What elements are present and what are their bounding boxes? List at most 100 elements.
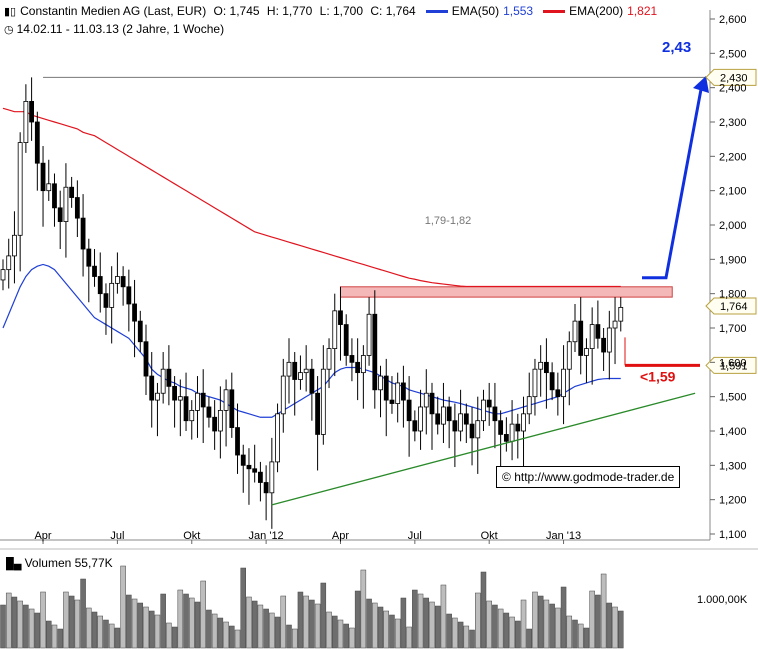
candle-body	[492, 406, 498, 422]
candle-body	[137, 320, 143, 343]
candle-body	[383, 375, 389, 401]
candle-body	[286, 361, 292, 377]
volume-bar	[154, 614, 161, 649]
candle-body	[544, 361, 549, 374]
volume-bar	[326, 611, 332, 649]
volume-bar	[0, 604, 6, 649]
volume-bar	[194, 601, 201, 649]
volume-bar	[434, 605, 441, 649]
volume-bar	[91, 611, 98, 649]
candle-body	[166, 368, 172, 387]
volume-bar	[560, 586, 567, 649]
clock-icon: ◷	[4, 24, 14, 36]
candle-body	[446, 406, 452, 422]
volume-bar	[446, 613, 452, 649]
volume-bar	[515, 620, 521, 649]
last-tag-label: 1,764	[720, 301, 748, 313]
candle-body	[309, 368, 315, 394]
candle-body	[12, 234, 17, 257]
copyright-box[interactable]: © http://www.godmode-trader.de	[496, 466, 681, 488]
bar-icon: █▄	[6, 558, 22, 570]
y-tick-label: 2,000	[719, 220, 747, 232]
volume-bars: 1.000,00K	[0, 565, 748, 649]
x-tick-label: Okt	[481, 530, 498, 542]
volume-bar	[463, 625, 470, 649]
candle-body	[212, 416, 218, 432]
volume-bar	[618, 610, 624, 649]
volume-bar	[452, 617, 458, 649]
candle-body	[149, 375, 155, 401]
volume-bar	[274, 616, 281, 649]
y-tick-label: 1,100	[719, 529, 747, 541]
low-value: L: 1,700	[319, 4, 364, 18]
candle-body	[572, 320, 578, 343]
volume-bar	[5, 592, 12, 649]
candle-body	[526, 396, 532, 415]
high-tag-label: 2,430	[720, 72, 748, 84]
volume-bar	[360, 569, 367, 649]
volume-bar	[337, 619, 344, 649]
candle-body	[315, 392, 321, 435]
y-tick-label: 1,300	[719, 460, 747, 472]
trendline	[271, 392, 696, 506]
candle-body	[458, 413, 464, 432]
candle-body	[23, 101, 29, 144]
target-arrow	[642, 83, 704, 280]
volume-bar	[589, 590, 595, 649]
candlestick-icon: ▮▯	[4, 6, 17, 18]
volume-bar	[57, 628, 63, 649]
ema200-label: EMA(200)	[569, 4, 624, 18]
volume-bar	[217, 617, 224, 649]
candle-body	[412, 420, 418, 432]
x-tick-label: Okt	[183, 530, 200, 542]
volume-bar	[131, 598, 138, 649]
candle-body	[86, 248, 92, 267]
volume-bar	[126, 594, 132, 649]
volume-bar	[234, 629, 241, 649]
chart-header: ▮▯ Constantin Medien AG (Last, EUR) O: 1,…	[4, 4, 661, 18]
candle-body	[217, 409, 223, 432]
volume-bar	[429, 601, 435, 649]
x-tick-label: Apr	[34, 530, 51, 542]
volume-bar	[600, 573, 607, 649]
volume-bar	[183, 593, 189, 649]
candle-body	[280, 375, 286, 415]
candle-body	[435, 413, 441, 425]
volume-bar	[143, 606, 149, 649]
volume-bar	[457, 621, 464, 649]
candle-body	[240, 454, 246, 466]
volume-bar	[189, 597, 195, 649]
volume-bar	[23, 604, 29, 649]
open-value: O: 1,745	[213, 4, 260, 18]
volume-bar	[583, 627, 590, 649]
volume-bar	[148, 610, 155, 649]
y-tick-label: 2,500	[719, 48, 747, 60]
volume-bar	[171, 626, 178, 649]
volume-bar	[303, 595, 309, 649]
candle-body	[360, 355, 366, 374]
ema50-label: EMA(50)	[451, 4, 500, 18]
volume-tick-label: 1.000,00K	[697, 594, 748, 606]
chart-title: Constantin Medien AG (Last, EUR)	[20, 4, 207, 18]
y-axis: 2,600 2,500 2,400 2,300 2,200 2,100 2,000 1,900…	[710, 14, 747, 541]
candle-body	[109, 282, 115, 308]
candle-body	[103, 293, 109, 308]
candle-body	[120, 276, 126, 288]
volume-bar	[537, 595, 544, 649]
x-tick-label: Jul	[408, 530, 422, 542]
candle-body	[503, 434, 509, 442]
volume-bar	[606, 602, 613, 649]
target-arrowhead	[693, 76, 709, 93]
candle-body	[406, 399, 412, 422]
volume-bar	[532, 591, 538, 649]
volume-bar	[480, 571, 487, 649]
volume-label: Volumen 55,77K	[24, 556, 113, 570]
candle-body	[57, 207, 63, 222]
volume-bar	[291, 628, 298, 649]
volume-bar	[612, 606, 618, 649]
candle-body	[515, 423, 521, 432]
x-axis: Apr Jul Okt Jan '12 Apr Jul Okt Jan '13	[34, 530, 581, 544]
volume-bar	[366, 598, 372, 649]
volume-bar	[406, 626, 412, 649]
